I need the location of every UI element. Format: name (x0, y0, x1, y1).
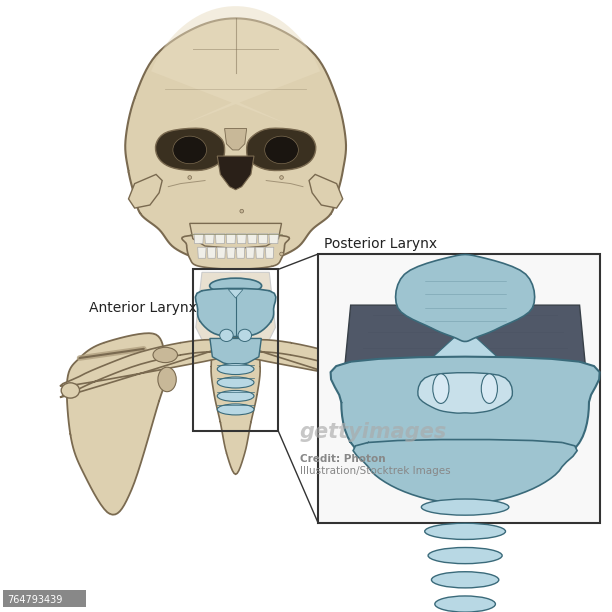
Polygon shape (258, 234, 268, 244)
Polygon shape (129, 174, 162, 208)
Ellipse shape (422, 499, 509, 515)
Polygon shape (228, 289, 243, 298)
Ellipse shape (217, 377, 254, 388)
Polygon shape (225, 129, 247, 150)
Bar (3, 590, 86, 607)
Ellipse shape (441, 348, 465, 362)
Polygon shape (228, 338, 411, 397)
Polygon shape (217, 247, 225, 258)
Ellipse shape (392, 383, 410, 398)
Ellipse shape (153, 348, 177, 362)
Ellipse shape (433, 374, 449, 403)
Polygon shape (247, 128, 316, 171)
Ellipse shape (220, 329, 233, 341)
Polygon shape (330, 357, 600, 496)
Bar (318, 254, 600, 523)
Ellipse shape (442, 367, 460, 392)
Polygon shape (266, 247, 274, 258)
Polygon shape (391, 337, 539, 395)
Polygon shape (125, 18, 346, 266)
Polygon shape (195, 288, 276, 337)
Polygon shape (60, 338, 243, 397)
Text: Illustration/Stocktrek Images: Illustration/Stocktrek Images (300, 466, 450, 476)
Polygon shape (151, 6, 320, 125)
Text: Anterior Larynx: Anterior Larynx (89, 301, 196, 315)
Ellipse shape (217, 364, 254, 375)
Ellipse shape (425, 523, 506, 539)
Polygon shape (217, 156, 254, 190)
Ellipse shape (280, 176, 283, 179)
Ellipse shape (158, 367, 176, 392)
Ellipse shape (265, 136, 299, 164)
Polygon shape (210, 338, 261, 366)
Polygon shape (418, 373, 512, 413)
Ellipse shape (240, 209, 244, 213)
Polygon shape (211, 346, 260, 474)
Polygon shape (248, 234, 257, 244)
Polygon shape (196, 272, 275, 364)
Polygon shape (449, 333, 551, 515)
Polygon shape (344, 305, 586, 456)
Ellipse shape (173, 136, 207, 164)
Polygon shape (215, 234, 225, 244)
Polygon shape (226, 247, 235, 258)
Ellipse shape (217, 390, 254, 401)
Polygon shape (237, 234, 247, 244)
Ellipse shape (61, 383, 80, 398)
Bar (193, 269, 278, 431)
Polygon shape (182, 234, 289, 269)
Polygon shape (395, 255, 535, 341)
Ellipse shape (188, 176, 192, 179)
Polygon shape (353, 439, 577, 503)
Polygon shape (236, 247, 245, 258)
Text: gettyimages: gettyimages (300, 422, 447, 442)
Ellipse shape (428, 548, 502, 564)
Polygon shape (194, 234, 204, 244)
Ellipse shape (238, 329, 252, 341)
Ellipse shape (481, 374, 498, 403)
Text: Posterior Larynx: Posterior Larynx (324, 237, 438, 251)
Polygon shape (67, 333, 169, 515)
Ellipse shape (217, 404, 254, 415)
Ellipse shape (435, 596, 496, 612)
Polygon shape (246, 247, 255, 258)
Text: Credit: Photon: Credit: Photon (300, 454, 386, 464)
Text: 764793439: 764793439 (7, 595, 62, 605)
Polygon shape (256, 247, 264, 258)
Polygon shape (198, 247, 206, 258)
Polygon shape (309, 174, 343, 208)
Polygon shape (155, 128, 225, 171)
Polygon shape (226, 234, 236, 244)
Polygon shape (269, 234, 278, 244)
Polygon shape (207, 247, 216, 258)
Polygon shape (190, 223, 282, 248)
Ellipse shape (280, 252, 283, 256)
Polygon shape (205, 234, 214, 244)
Ellipse shape (431, 572, 499, 588)
Ellipse shape (209, 278, 262, 294)
